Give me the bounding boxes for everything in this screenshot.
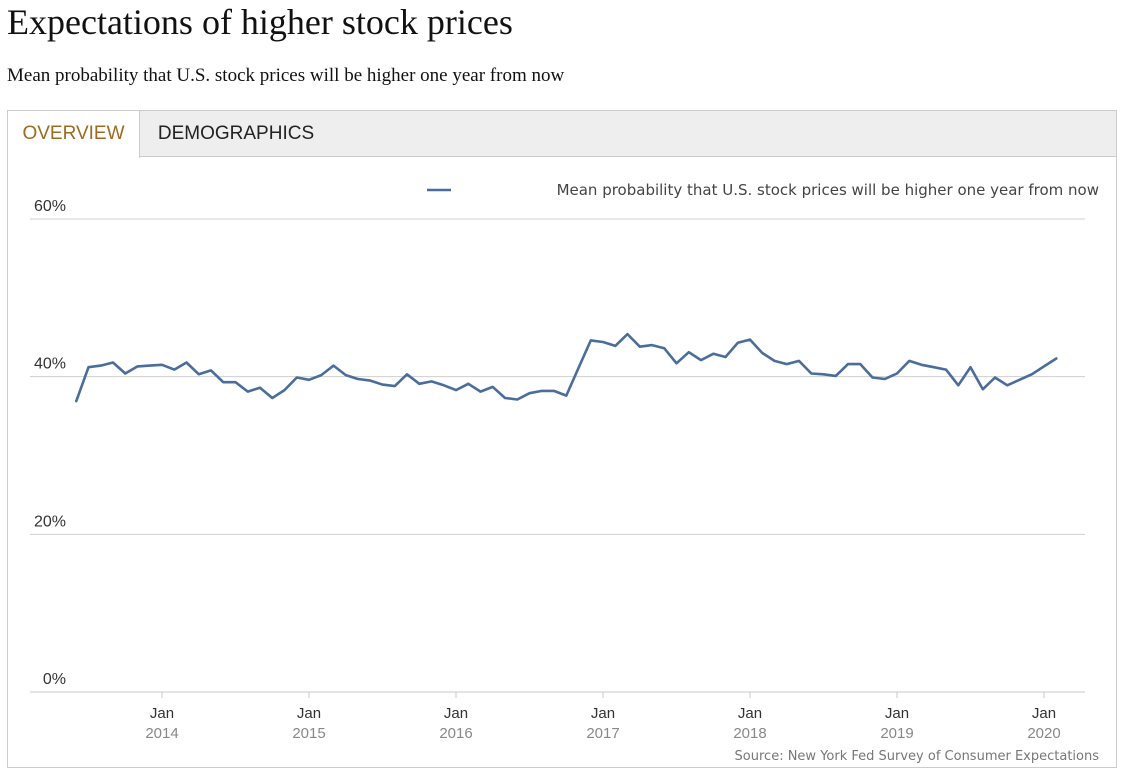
x-tick-year-label: 2020 xyxy=(1027,725,1060,742)
y-tick-label: 60% xyxy=(34,198,66,215)
x-tick-label: Jan xyxy=(150,705,174,722)
x-tick-label: Jan xyxy=(738,705,762,722)
chart-panel: OVERVIEW DEMOGRAPHICS xyxy=(7,110,1117,768)
x-tick-label: Jan xyxy=(1032,705,1056,722)
page-title: Expectations of higher stock prices xyxy=(7,2,513,42)
x-tick-label: Jan xyxy=(885,705,909,722)
x-tick-year-label: 2014 xyxy=(145,725,178,742)
x-tick-label: Jan xyxy=(297,705,321,722)
x-tick-year-label: 2016 xyxy=(439,725,472,742)
x-tick-label: Jan xyxy=(591,705,615,722)
axes: 0% 20% 40% 60% Jan 2014 Jan 2015 Jan 2016 Jan 2017 J… xyxy=(30,198,1085,742)
x-tick-year-label: 2019 xyxy=(880,725,913,742)
x-tick-year-label: 2018 xyxy=(733,725,766,742)
x-tick-year-label: 2017 xyxy=(586,725,619,742)
grid-lines xyxy=(30,218,1085,535)
tab-bar: OVERVIEW DEMOGRAPHICS xyxy=(8,111,1116,158)
tab-demographics[interactable]: DEMOGRAPHICS xyxy=(157,123,315,144)
legend[interactable]: Mean probability that U.S. stock prices … xyxy=(427,181,1099,199)
y-tick-label: 40% xyxy=(34,356,66,373)
series-line xyxy=(75,332,1058,403)
x-tick-label: Jan xyxy=(444,705,468,722)
page-subtitle: Mean probability that U.S. stock prices … xyxy=(7,65,565,86)
source-note: Source: New York Fed Survey of Consumer … xyxy=(735,749,1100,764)
legend-label: Mean probability that U.S. stock prices … xyxy=(557,181,1099,199)
y-tick-label: 20% xyxy=(34,513,66,530)
tab-overview[interactable]: OVERVIEW xyxy=(8,111,140,158)
y-tick-label: 0% xyxy=(43,671,66,688)
x-tick-year-label: 2015 xyxy=(292,725,325,742)
series-lines xyxy=(75,332,1058,403)
